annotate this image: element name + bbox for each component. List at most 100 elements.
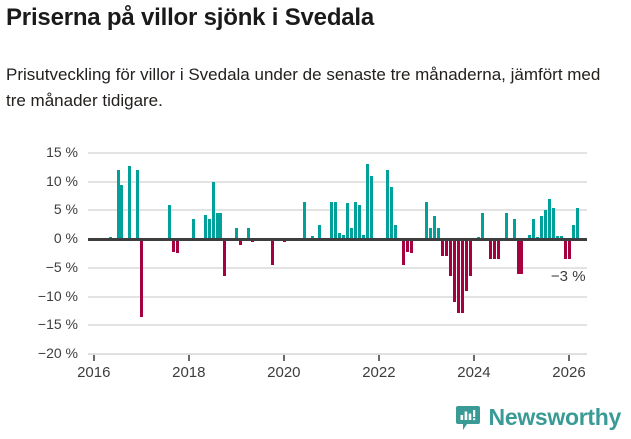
bar <box>239 239 243 245</box>
bar <box>120 184 124 240</box>
bar <box>346 202 350 240</box>
bar <box>552 207 556 240</box>
y-axis-tick-label: −10 % <box>37 287 78 304</box>
x-axis-tick <box>282 355 285 361</box>
bar <box>235 227 239 240</box>
newsworthy-logo: Newsworthy <box>455 404 621 431</box>
logo-text: Newsworthy <box>488 404 622 430</box>
bar <box>556 236 560 240</box>
bar <box>532 219 536 240</box>
gridline <box>88 180 587 183</box>
x-axis-tick <box>377 355 380 361</box>
bar <box>215 213 219 240</box>
bar <box>385 170 389 240</box>
bar <box>520 239 524 274</box>
bar <box>405 239 409 253</box>
bar <box>512 219 516 240</box>
bar-chart: −3 % 2016 2018 2020 2022 2024 2026 <box>0 145 631 390</box>
bar <box>136 170 140 240</box>
bar <box>302 201 306 240</box>
bar <box>437 227 441 240</box>
y-axis-tick-label: 5 % <box>53 201 78 218</box>
bar <box>544 210 548 240</box>
bar <box>575 207 579 240</box>
page-title: Priserna på villor sjönk i Svedala <box>6 4 375 31</box>
x-axis-tick-label: 2026 <box>552 364 586 381</box>
bar <box>318 224 322 240</box>
last-value-annotation: −3 % <box>550 268 586 286</box>
y-axis-tick-label: −5 % <box>45 258 78 275</box>
bar <box>401 239 405 265</box>
y-axis-tick-label: 15 % <box>46 144 78 160</box>
bar <box>223 239 227 277</box>
y-axis-tick-label: 0 % <box>53 230 78 247</box>
x-axis-tick <box>187 355 190 361</box>
bar <box>571 224 575 240</box>
bar <box>504 213 508 240</box>
bar <box>338 233 342 240</box>
chart-subtitle: Prisutveckling för villor i Svedala unde… <box>6 65 601 110</box>
bar <box>366 164 369 240</box>
bar <box>457 239 461 313</box>
bar <box>441 239 445 257</box>
x-axis-tick-label: 2016 <box>77 364 111 381</box>
bar <box>310 235 314 240</box>
bar <box>219 213 223 240</box>
bar <box>330 201 334 240</box>
y-axis-tick-label: 10 % <box>46 172 78 189</box>
bar <box>175 239 179 254</box>
gridline <box>88 266 587 269</box>
bar <box>548 198 552 240</box>
bar <box>564 239 568 260</box>
bar <box>369 175 373 240</box>
bar <box>445 239 449 257</box>
bar <box>540 216 544 240</box>
bar <box>409 239 413 254</box>
x-axis-line <box>88 354 587 355</box>
bar <box>461 239 465 313</box>
gridline <box>88 209 587 212</box>
bar <box>516 239 520 274</box>
bar <box>247 227 251 240</box>
bar <box>342 234 346 240</box>
x-axis-tick-label: 2018 <box>172 364 206 381</box>
bar <box>203 215 207 240</box>
bar <box>449 239 453 277</box>
bar <box>167 204 171 240</box>
bar <box>211 181 215 240</box>
bar <box>465 239 468 291</box>
bar <box>528 234 532 240</box>
bar <box>389 187 393 240</box>
bar <box>468 239 472 277</box>
bar <box>429 227 433 240</box>
bar <box>128 165 132 240</box>
x-axis-tick <box>92 355 95 361</box>
x-axis-tick <box>567 355 570 361</box>
bar <box>354 201 358 240</box>
plot-area <box>88 152 587 355</box>
bar <box>334 201 338 240</box>
bar <box>270 239 274 265</box>
bar <box>350 227 354 240</box>
gridline <box>88 152 587 154</box>
y-axis-tick-label: −20 % <box>37 345 78 361</box>
bar <box>567 239 571 260</box>
bar <box>488 239 492 260</box>
bar <box>560 236 564 240</box>
bar <box>492 239 496 260</box>
bar <box>358 204 362 240</box>
bar <box>207 219 211 240</box>
bar <box>171 239 175 253</box>
bar <box>191 219 195 240</box>
y-axis-tick-label: −15 % <box>37 316 78 333</box>
zero-axis-line <box>88 238 587 242</box>
bar <box>496 239 500 260</box>
bar <box>393 224 397 240</box>
bar <box>362 234 366 240</box>
bar <box>425 201 429 240</box>
bar <box>433 216 437 240</box>
x-axis-tick-label: 2022 <box>362 364 396 381</box>
x-axis-tick-label: 2024 <box>457 364 491 381</box>
x-axis-tick-label: 2020 <box>267 364 301 381</box>
x-axis-tick <box>472 355 475 361</box>
